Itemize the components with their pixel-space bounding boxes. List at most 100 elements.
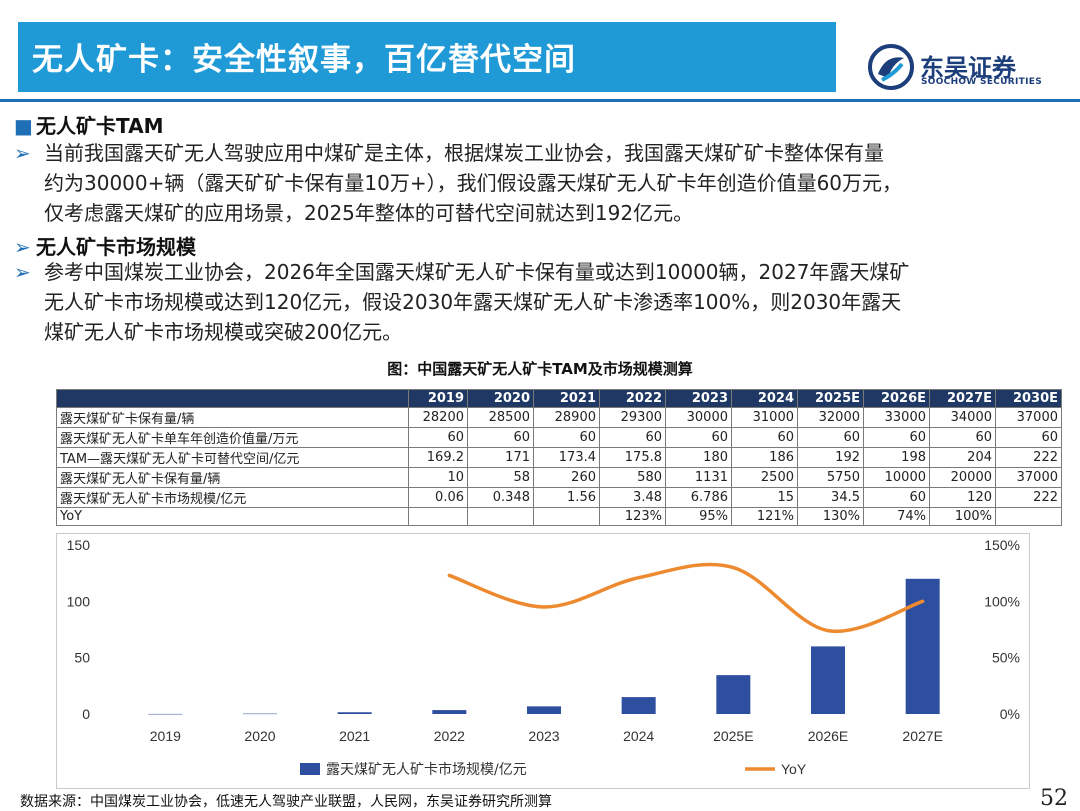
section-heading-tam: ■ 无人矿卡TAM bbox=[14, 110, 163, 139]
table-col-header: 2026E bbox=[863, 389, 930, 408]
table-cell: 100% bbox=[929, 507, 996, 526]
section-heading-market: ➢ 无人矿卡市场规模 bbox=[14, 231, 196, 260]
table-cell bbox=[995, 507, 1062, 526]
data-table: 2019 2020 2021 2022 2023 2024 2025E 2026… bbox=[56, 389, 1062, 526]
table-cell: 60 bbox=[731, 427, 798, 448]
table-row-label: YoY bbox=[56, 507, 409, 526]
table-col-header: 2020 bbox=[467, 389, 534, 408]
table-cell: 34.5 bbox=[797, 487, 864, 508]
table-cell: 260 bbox=[533, 467, 600, 488]
table-cell: 121% bbox=[731, 507, 798, 526]
x-tick-label: 2020 bbox=[244, 728, 275, 744]
table-row: YoY 123% 95% 121% 130% 74% 100% bbox=[56, 507, 1062, 526]
table-col-header: 2023 bbox=[665, 389, 732, 408]
table-cell: 204 bbox=[929, 447, 996, 468]
bar-market-size bbox=[148, 713, 183, 715]
x-tick-label: 2026E bbox=[808, 728, 848, 744]
source-note: 数据来源：中国煤炭工业协会，低速无人驾驶产业联盟，人民网，东吴证券研究所测算 bbox=[20, 794, 552, 810]
table-cell: 60 bbox=[995, 427, 1062, 448]
paragraph-line: 参考中国煤炭工业协会，2026年全国露天煤矿无人矿卡保有量或达到10000辆，2… bbox=[44, 260, 910, 284]
y-left-tick-label: 0 bbox=[82, 706, 90, 722]
table-cell: 180 bbox=[665, 447, 732, 468]
company-logo: 东吴证券 SOOCHOW SECURITIES bbox=[868, 44, 1068, 90]
table-cell: 37000 bbox=[995, 407, 1062, 428]
paragraph-tam: ➢ 当前我国露天矿无人驾驶应用中煤矿是主体，根据煤炭工业协会，我国露天煤矿矿卡整… bbox=[14, 138, 902, 228]
table-cell: 60 bbox=[665, 427, 732, 448]
table-cell: 20000 bbox=[929, 467, 996, 488]
table-cell: 173.4 bbox=[533, 447, 600, 468]
table-row-label: 露天煤矿无人矿卡保有量/辆 bbox=[56, 467, 409, 488]
table-row-label: 露天煤矿矿卡保有量/辆 bbox=[56, 407, 409, 428]
y-left-tick-label: 100 bbox=[67, 593, 91, 609]
x-tick-label: 2023 bbox=[528, 728, 559, 744]
paragraph-market: ➢ 参考中国煤炭工业协会，2026年全国露天煤矿无人矿卡保有量或达到10000辆… bbox=[14, 257, 909, 347]
paragraph-line: 仅考虑露天煤矿的应用场景，2025年整体的可替代空间就达到192亿元。 bbox=[44, 201, 694, 225]
legend-label-yoy: YoY bbox=[781, 761, 807, 777]
section-heading-text: 无人矿卡市场规模 bbox=[36, 235, 196, 259]
paragraph-line: 当前我国露天矿无人驾驶应用中煤矿是主体，根据煤炭工业协会，我国露天煤矿矿卡整体保… bbox=[44, 141, 884, 165]
y-left-tick-label: 150 bbox=[67, 537, 91, 553]
table-cell: 222 bbox=[995, 487, 1062, 508]
table-row: 露天煤矿无人矿卡单车年创造价值量/万元 60 60 60 60 60 60 60 60 60 60 bbox=[56, 427, 1062, 448]
table-cell: 95% bbox=[665, 507, 732, 526]
table-cell: 580 bbox=[599, 467, 666, 488]
bar-market-size bbox=[905, 578, 940, 714]
legend-swatch-market-size bbox=[300, 763, 320, 775]
table-cell: 222 bbox=[995, 447, 1062, 468]
y-right-tick-label: 50% bbox=[992, 650, 1020, 666]
table-cell: 192 bbox=[797, 447, 864, 468]
square-bullet-icon: ■ bbox=[14, 114, 33, 138]
arrow-bullet-icon: ➢ bbox=[14, 141, 31, 165]
x-tick-label: 2025E bbox=[713, 728, 753, 744]
table-row-label: TAM—露天煤矿无人矿卡可替代空间/亿元 bbox=[56, 447, 409, 468]
table-row: 露天煤矿无人矿卡保有量/辆 10 58 260 580 1131 2500 5750 10000… bbox=[56, 467, 1062, 488]
chart-frame bbox=[56, 533, 1030, 789]
y-left-tick-label: 50 bbox=[74, 650, 90, 666]
table-cell: 130% bbox=[797, 507, 864, 526]
table-header-row: 2019 2020 2021 2022 2023 2024 2025E 2026… bbox=[56, 389, 1062, 408]
x-tick-label: 2021 bbox=[339, 728, 370, 744]
logo-text-cn: 东吴证券 bbox=[920, 54, 1016, 82]
table-cell: 0.06 bbox=[408, 487, 468, 508]
table-cell: 32000 bbox=[797, 407, 864, 428]
section-heading-text: 无人矿卡TAM bbox=[36, 114, 164, 138]
bar-market-size bbox=[716, 675, 751, 714]
logo-text-en: SOOCHOW SECURITIES bbox=[921, 77, 1042, 87]
bar-market-size bbox=[621, 697, 656, 714]
table-cell: 1.56 bbox=[533, 487, 600, 508]
paragraph-line: 约为30000+辆（露天矿矿卡保有量10万+），我们假设露天煤矿无人矿卡年创造价… bbox=[44, 171, 903, 195]
paragraph-line: 无人矿卡市场规模或达到120亿元，假设2030年露天煤矿无人矿卡渗透率100%，… bbox=[44, 290, 902, 314]
x-tick-label: 2027E bbox=[902, 728, 942, 744]
soochow-logo-icon bbox=[868, 44, 914, 90]
y-right-tick-label: 100% bbox=[984, 593, 1020, 609]
table-cell: 5750 bbox=[797, 467, 864, 488]
arrow-bullet-icon: ➢ bbox=[14, 235, 31, 259]
figure-title: 图：中国露天矿无人矿卡TAM及市场规模测算 bbox=[387, 360, 693, 378]
table-col-header: 2030E bbox=[995, 389, 1062, 408]
table-cell: 74% bbox=[863, 507, 930, 526]
bar-market-size bbox=[811, 646, 845, 714]
table-cell: 33000 bbox=[863, 407, 930, 428]
header-bar bbox=[18, 22, 836, 92]
page-title: 无人矿卡：安全性叙事，百亿替代空间 bbox=[32, 42, 576, 78]
table-cell: 169.2 bbox=[408, 447, 468, 468]
paragraph-line: 煤矿无人矿卡市场规模或突破200亿元。 bbox=[44, 320, 403, 344]
table-cell: 37000 bbox=[995, 467, 1062, 488]
legend-label-market-size: 露天煤矿无人矿卡市场规模/亿元 bbox=[326, 761, 527, 778]
table-col-header: 2025E bbox=[797, 389, 864, 408]
y-right-tick-label: 0% bbox=[1000, 706, 1020, 722]
arrow-bullet-icon: ➢ bbox=[14, 260, 31, 284]
page-number: 52 bbox=[1040, 786, 1068, 811]
table-row-label: 露天煤矿无人矿卡市场规模/亿元 bbox=[56, 487, 409, 508]
x-tick-label: 2022 bbox=[434, 728, 465, 744]
table-cell: 28900 bbox=[533, 407, 600, 428]
x-tick-label: 2019 bbox=[150, 728, 181, 744]
table-row: TAM—露天煤矿无人矿卡可替代空间/亿元 169.2 171 173.4 175.8 18… bbox=[56, 447, 1062, 468]
x-tick-label: 2024 bbox=[623, 728, 654, 744]
bar-market-size bbox=[243, 713, 277, 715]
table-col-header: 2022 bbox=[599, 389, 666, 408]
bar-market-size bbox=[337, 712, 372, 714]
header-divider bbox=[0, 99, 1080, 102]
y-right-tick-label: 150% bbox=[984, 537, 1020, 553]
